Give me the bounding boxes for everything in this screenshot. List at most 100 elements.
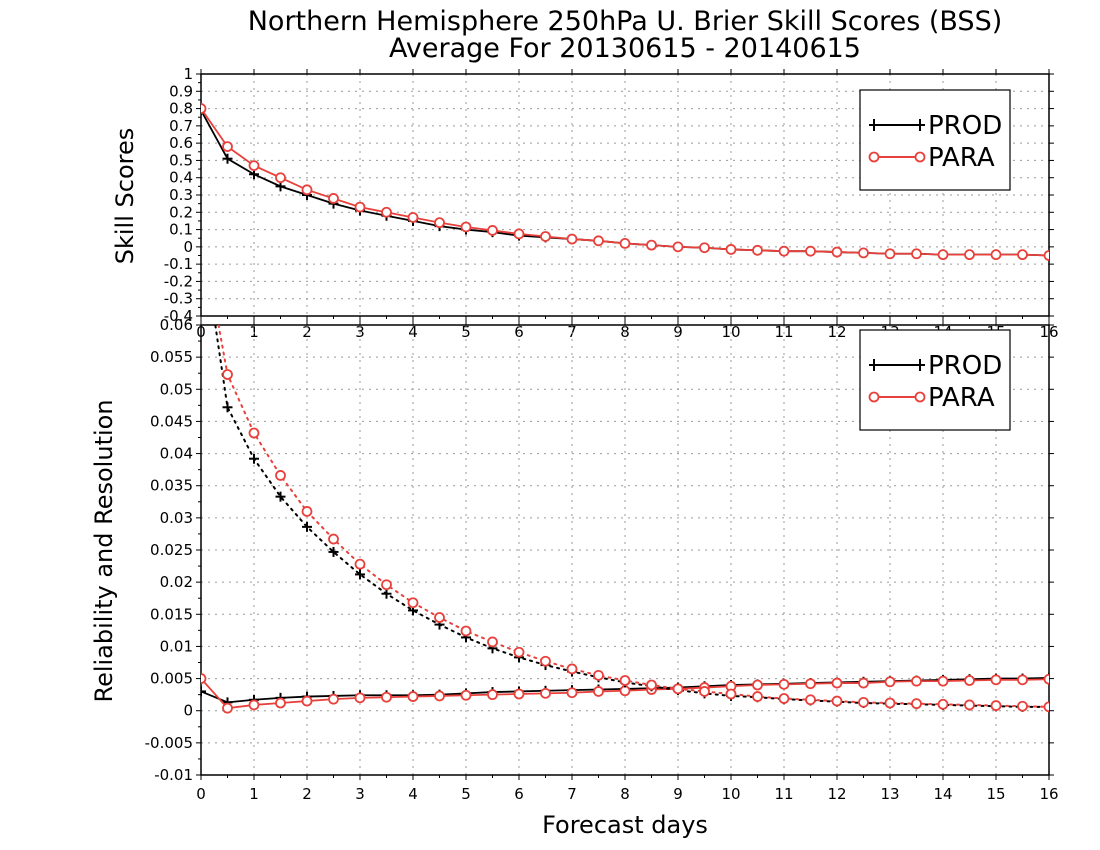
- data-point-circle: [725, 688, 737, 700]
- data-point-circle: [566, 233, 578, 245]
- data-point-plus: [302, 521, 312, 532]
- data-point-plus: [249, 453, 259, 464]
- data-point-circle: [434, 690, 445, 702]
- y-tick-label: 0.8: [169, 100, 193, 118]
- y-tick-label: -0.005: [145, 734, 193, 752]
- top-y-axis-label: Skill Scores: [111, 128, 139, 265]
- y-tick-label: 0.025: [150, 541, 193, 559]
- x-tick-label: 9: [673, 785, 683, 803]
- data-point-circle: [275, 697, 286, 709]
- data-point-circle: [460, 625, 472, 637]
- data-point-circle: [201, 673, 207, 684]
- y-tick-label: 0.035: [150, 477, 193, 495]
- plot-area: [201, 103, 1049, 261]
- y-tick-label: 0.9: [169, 82, 193, 100]
- data-point-circle: [752, 244, 763, 256]
- data-point-circle: [778, 245, 790, 257]
- data-point-circle: [407, 691, 419, 702]
- data-point-circle: [831, 246, 843, 258]
- data-point-circle: [540, 655, 551, 667]
- y-tick-label: -0.3: [164, 290, 193, 308]
- chart-title-line-2: Average For 20130615 - 20140615: [389, 33, 861, 64]
- data-point-circle: [381, 691, 392, 703]
- data-point-circle: [805, 245, 816, 257]
- data-point-circle: [1043, 673, 1049, 685]
- x-tick-label: 14: [933, 785, 952, 803]
- y-tick-label: 0.4: [169, 169, 193, 187]
- x-tick-label: 10: [721, 785, 740, 803]
- data-point-circle: [301, 695, 313, 707]
- data-point-circle: [328, 533, 339, 545]
- data-point-circle: [752, 679, 763, 691]
- y-tick-label: 0.2: [169, 203, 193, 221]
- data-point-circle: [593, 669, 604, 681]
- data-point-circle: [248, 699, 260, 711]
- data-point-circle: [222, 141, 233, 153]
- y-tick-label: 0.015: [150, 605, 193, 623]
- data-point-circle: [911, 675, 922, 687]
- data-point-plus: [222, 153, 233, 164]
- data-point-circle: [1017, 674, 1028, 686]
- y-tick-label: 0.04: [160, 445, 193, 463]
- data-point-circle: [937, 698, 949, 710]
- y-tick-label: 0.045: [150, 412, 193, 430]
- y-tick-label: -0.1: [164, 255, 193, 273]
- y-tick-label: 0.01: [160, 637, 193, 655]
- data-point-circle: [778, 678, 790, 690]
- data-point-circle: [672, 683, 684, 695]
- legend-item-prod: PROD: [869, 111, 1002, 141]
- y-tick-label: 0.6: [169, 134, 193, 152]
- data-point-circle: [354, 558, 366, 570]
- data-point-circle: [328, 193, 339, 204]
- x-tick-label: 12: [827, 785, 846, 803]
- data-point-circle: [201, 103, 207, 114]
- data-point-circle: [593, 686, 604, 697]
- data-point-circle: [407, 597, 419, 609]
- data-point-circle: [1017, 249, 1028, 261]
- data-point-circle: [407, 212, 419, 223]
- series-line-para-dotted: [217, 325, 1049, 708]
- data-point-circle: [460, 221, 472, 233]
- data-point-plus: [381, 588, 392, 599]
- y-tick-label: 0.05: [160, 380, 193, 398]
- data-point-circle: [805, 678, 816, 690]
- x-tick-label: 4: [408, 785, 418, 803]
- data-point-plus: [275, 491, 286, 502]
- reliability-resolution-panel: 0.060.0550.050.0450.040.0350.030.0250.02…: [145, 316, 1059, 803]
- data-point-circle: [752, 691, 763, 702]
- data-point-circle: [990, 674, 1002, 686]
- x-tick-label: 8: [620, 785, 630, 803]
- chart-title-line-1: Northern Hemisphere 250hPa U. Brier Skil…: [248, 6, 1003, 37]
- data-point-circle: [593, 235, 604, 247]
- data-point-circle: [222, 702, 233, 714]
- data-point-circle: [831, 695, 843, 707]
- data-point-circle: [328, 693, 339, 705]
- data-point-circle: [884, 248, 896, 260]
- data-point-circle: [513, 646, 525, 658]
- data-point-circle: [619, 675, 631, 686]
- data-point-circle: [699, 686, 710, 697]
- y-tick-label: 0: [183, 702, 193, 720]
- data-point-circle: [487, 636, 498, 648]
- data-point-circle: [884, 697, 896, 709]
- y-tick-label: 0.1: [169, 221, 193, 239]
- y-tick-label: 0.055: [150, 348, 193, 366]
- x-tick-label: 6: [514, 785, 524, 803]
- y-tick-label: -0.2: [164, 272, 193, 290]
- data-point-circle: [964, 249, 975, 261]
- x-tick-label: 13: [880, 785, 899, 803]
- data-point-circle: [354, 201, 366, 213]
- x-tick-label: 5: [461, 785, 471, 803]
- x-tick-label: 15: [986, 785, 1005, 803]
- x-tick-label: 0: [196, 785, 206, 803]
- data-point-circle: [699, 242, 710, 254]
- y-tick-label: 1: [183, 65, 193, 83]
- x-axis-label: Forecast days: [542, 811, 708, 839]
- data-point-circle: [1017, 700, 1028, 712]
- data-point-circle: [911, 698, 922, 710]
- y-tick-label: 0.7: [169, 117, 193, 135]
- data-point-circle: [725, 244, 737, 255]
- data-point-circle: [487, 225, 498, 236]
- data-point-circle: [222, 369, 233, 380]
